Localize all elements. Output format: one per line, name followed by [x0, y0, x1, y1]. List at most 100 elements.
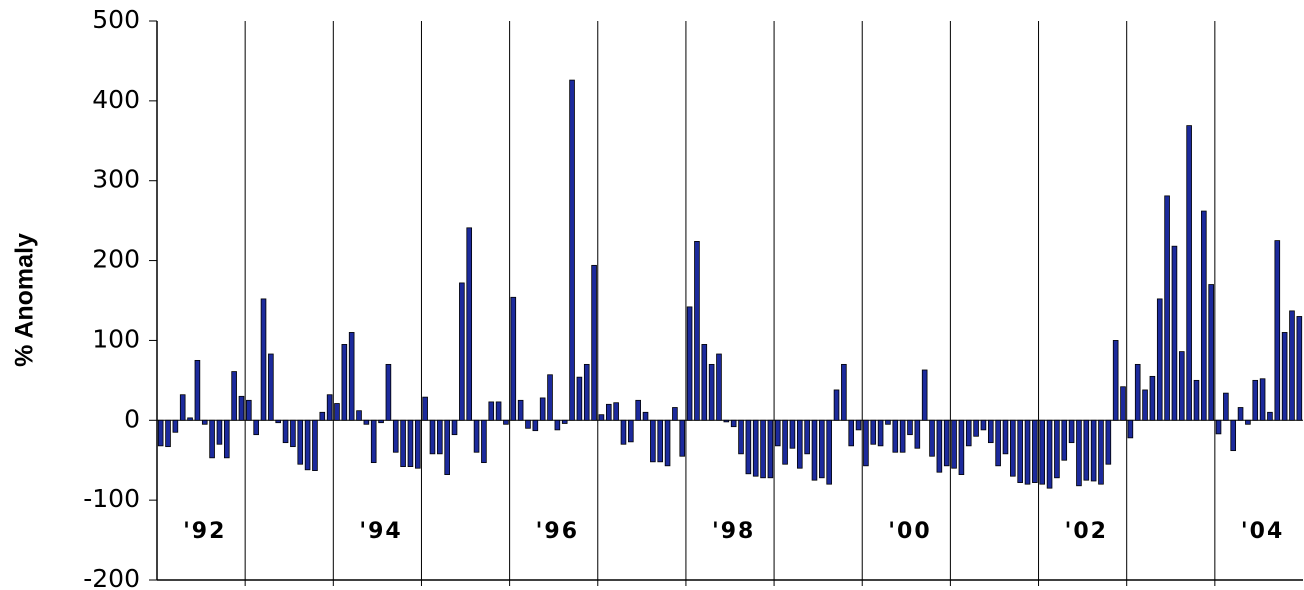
- bar: [216, 419, 223, 445]
- bar: [238, 395, 245, 421]
- bar: [760, 419, 766, 479]
- bar: [422, 396, 428, 421]
- bar: [400, 419, 406, 468]
- bar: [165, 419, 171, 448]
- bar: [1215, 419, 1222, 435]
- bar: [385, 363, 392, 421]
- bar: [1259, 378, 1266, 421]
- bar: [1024, 419, 1031, 485]
- bar: [437, 419, 443, 455]
- bar: [826, 419, 832, 485]
- bar: [1010, 419, 1016, 477]
- bar: [664, 419, 671, 467]
- bar: [223, 419, 230, 459]
- bar: [936, 419, 943, 473]
- bar: [1090, 419, 1097, 482]
- bar: [1149, 375, 1156, 421]
- bar: [356, 410, 362, 421]
- bar: [429, 419, 436, 455]
- bar: [657, 419, 664, 463]
- bar: [1237, 407, 1244, 421]
- bar: [363, 419, 370, 425]
- bar: [326, 394, 333, 421]
- bar: [378, 419, 384, 424]
- bar: [995, 419, 1001, 467]
- bar: [987, 419, 994, 444]
- bar: [1054, 419, 1060, 479]
- bar: [672, 407, 678, 421]
- bar: [870, 419, 877, 445]
- bar: [1017, 419, 1023, 483]
- bar: [811, 419, 818, 481]
- x-category-label: '92: [183, 519, 226, 544]
- bar: [1252, 379, 1259, 421]
- bar: [370, 419, 377, 464]
- bar: [642, 411, 649, 421]
- bar: [539, 397, 546, 421]
- bar: [1245, 419, 1251, 425]
- bar: [1112, 340, 1119, 421]
- bar: [605, 403, 612, 421]
- bar: [694, 241, 700, 421]
- bar: [863, 419, 869, 467]
- x-category-label: '96: [536, 519, 579, 544]
- bar: [716, 353, 722, 421]
- bar: [1223, 392, 1229, 421]
- bar: [1039, 419, 1046, 485]
- bar: [767, 419, 774, 479]
- bar: [1289, 310, 1295, 421]
- y-tick-label: 400: [92, 85, 140, 114]
- bar: [1178, 351, 1185, 421]
- bar: [1142, 389, 1148, 421]
- bar: [855, 419, 862, 431]
- bar: [885, 419, 891, 425]
- bar: [723, 419, 730, 423]
- bar: [282, 419, 289, 444]
- x-category-label: '00: [888, 519, 931, 544]
- bar: [929, 419, 935, 457]
- bar: [1296, 316, 1303, 421]
- bar: [1230, 419, 1237, 452]
- x-category-label: '98: [712, 519, 755, 544]
- bar: [958, 419, 965, 475]
- bar: [561, 419, 568, 424]
- bar: [789, 419, 796, 449]
- bar: [1068, 419, 1075, 444]
- y-tick-label: -200: [83, 564, 140, 590]
- bar: [782, 419, 788, 465]
- bar: [1120, 386, 1126, 421]
- bar: [554, 419, 561, 431]
- bar: [907, 419, 913, 436]
- bar: [796, 419, 803, 469]
- bar: [819, 419, 825, 479]
- y-tick-label: 300: [92, 165, 140, 194]
- bar: [628, 419, 634, 443]
- bar: [348, 332, 355, 421]
- bar: [407, 419, 414, 468]
- bar: [481, 419, 487, 464]
- bar: [304, 419, 311, 471]
- bar: [157, 419, 164, 447]
- bar: [444, 419, 450, 475]
- bar: [392, 419, 399, 453]
- bar: [466, 227, 473, 421]
- bar: [209, 419, 215, 459]
- bar: [473, 419, 480, 453]
- bar: [334, 403, 340, 421]
- bar: [620, 419, 627, 445]
- bar: [914, 419, 921, 449]
- bar: [980, 419, 987, 431]
- bar: [1134, 363, 1141, 421]
- bar: [547, 374, 553, 421]
- bar: [187, 417, 193, 421]
- bar: [1274, 240, 1281, 421]
- bar: [686, 306, 693, 421]
- bar: [201, 419, 208, 425]
- bar: [1083, 419, 1090, 481]
- bar: [701, 344, 708, 421]
- bar: [583, 363, 590, 421]
- bar: [1186, 125, 1192, 421]
- bar: [899, 419, 906, 453]
- bar: [268, 353, 274, 421]
- bar: [532, 419, 539, 432]
